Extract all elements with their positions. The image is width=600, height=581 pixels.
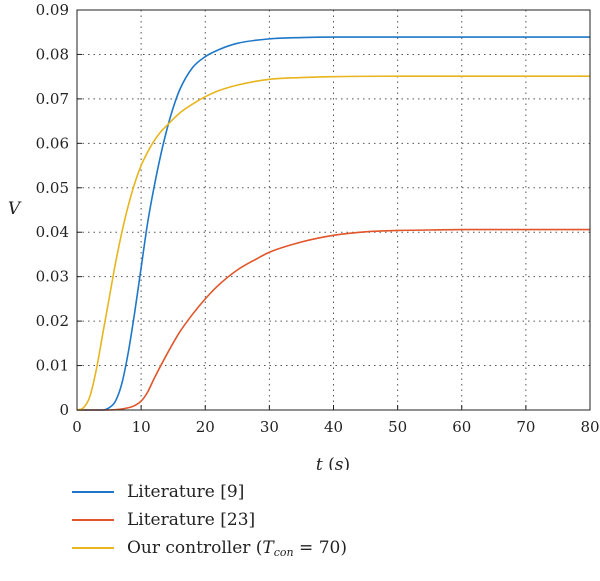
x-tick-label: 20 bbox=[196, 418, 215, 436]
legend-item-literature-23: Literature [23] bbox=[72, 506, 347, 534]
y-tick-label: 0.07 bbox=[36, 90, 69, 108]
y-axis-label: V bbox=[8, 199, 22, 219]
legend-label-value: = 70 bbox=[299, 537, 341, 558]
y-tick-label: 0.02 bbox=[36, 312, 69, 330]
legend: Literature [9] Literature [23] Our contr… bbox=[72, 478, 347, 562]
series-lines bbox=[76, 36, 590, 411]
legend-label-name: Our controller bbox=[127, 537, 251, 558]
legend-label: Literature [23] bbox=[127, 510, 256, 530]
y-tick-label: 0.08 bbox=[36, 45, 69, 63]
x-axis-unit-close: ) bbox=[343, 455, 350, 470]
x-tick-label: 80 bbox=[580, 418, 599, 436]
plot-frame bbox=[76, 9, 591, 411]
legend-swatch bbox=[72, 519, 114, 521]
legend-label-subscript: con bbox=[273, 545, 294, 559]
x-tick-label: 40 bbox=[324, 418, 343, 436]
x-tick-label: 30 bbox=[260, 418, 279, 436]
x-axis-unit-open: ( bbox=[323, 455, 335, 470]
y-tick-label: 0 bbox=[59, 401, 69, 419]
y-tick-label: 0.01 bbox=[36, 357, 69, 375]
y-tick-label: 0.03 bbox=[36, 268, 69, 286]
x-tick-label: 10 bbox=[132, 418, 151, 436]
legend-swatch bbox=[72, 547, 114, 549]
series-line-literature-23 bbox=[77, 228, 590, 411]
legend-item-our-controller: Our controller (Tcon = 70) bbox=[72, 534, 347, 562]
tick-labels: 0 10 20 30 40 50 60 70 80 0 0.01 0.02 0.03 0.04 0.05 0.… bbox=[36, 1, 600, 436]
x-axis-variable: t bbox=[316, 455, 323, 470]
x-tick-label: 50 bbox=[388, 418, 407, 436]
legend-label: Literature [9] bbox=[127, 482, 245, 502]
y-tick-label: 0.04 bbox=[36, 223, 69, 241]
ticks bbox=[76, 9, 591, 411]
x-tick-label: 70 bbox=[516, 418, 535, 436]
x-axis-label: t (s) bbox=[316, 455, 350, 470]
legend-swatch bbox=[72, 491, 114, 493]
legend-label-param: T bbox=[262, 537, 274, 558]
y-tick-label: 0.06 bbox=[36, 134, 69, 152]
series-line-our-controller bbox=[76, 75, 590, 411]
chart: 0 10 20 30 40 50 60 70 80 0 0.01 0.02 0.03 0.04 0.05 0.… bbox=[8, 1, 600, 470]
series-line-literature-9 bbox=[77, 36, 590, 411]
x-axis-unit: s bbox=[335, 455, 344, 470]
y-tick-label: 0.09 bbox=[36, 1, 69, 19]
grid bbox=[77, 10, 590, 410]
legend-label: Our controller (Tcon = 70) bbox=[127, 537, 347, 559]
y-tick-label: 0.05 bbox=[36, 179, 69, 197]
x-tick-label: 60 bbox=[452, 418, 471, 436]
legend-item-literature-9: Literature [9] bbox=[72, 478, 347, 506]
x-tick-label: 0 bbox=[72, 418, 82, 436]
